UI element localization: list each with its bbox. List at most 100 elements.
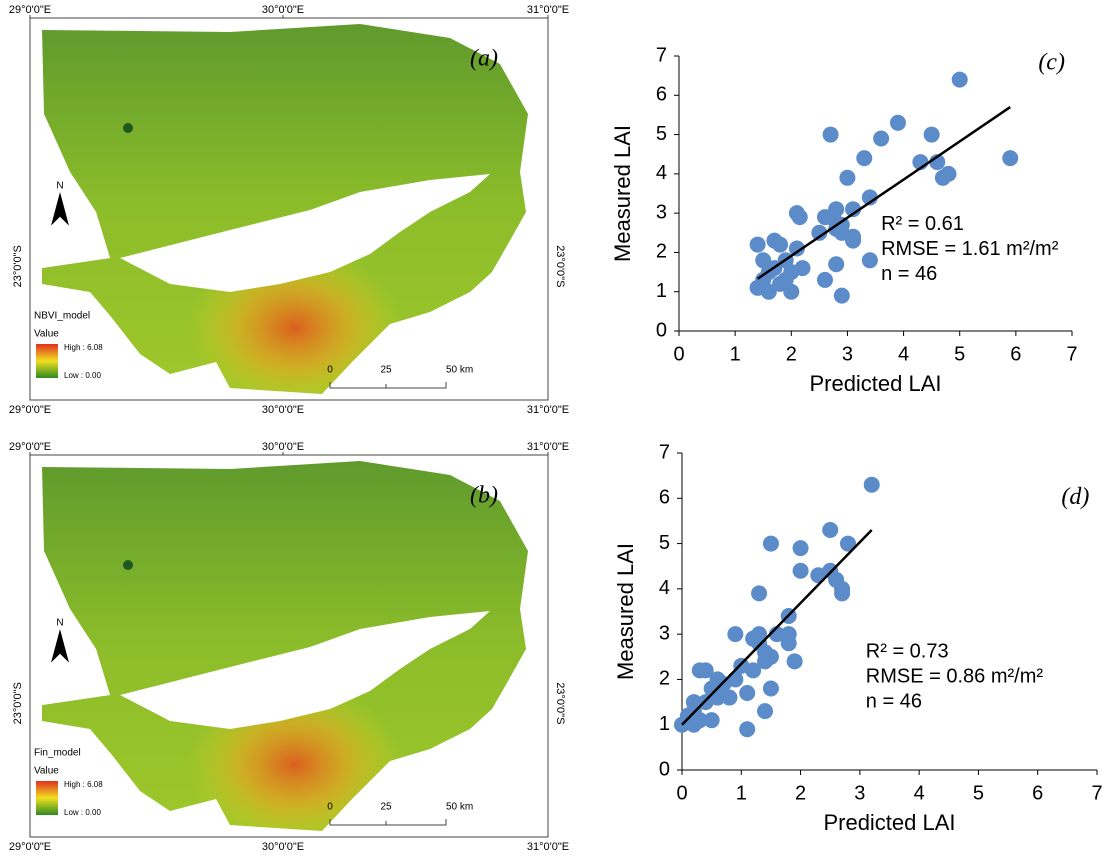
legend-ramp bbox=[36, 344, 58, 378]
point bbox=[811, 224, 828, 241]
point bbox=[757, 703, 773, 720]
north-arrow bbox=[51, 629, 69, 663]
point bbox=[792, 540, 809, 557]
annotation: RMSE = 0.86 m²/m² bbox=[866, 666, 1044, 688]
maps: 29°0'0"E 29°0'0"E 30°0'0"E 30°0'0"E 31°0'0"E… bbox=[9, 4, 569, 853]
north-arrow bbox=[51, 192, 69, 226]
point bbox=[833, 287, 850, 304]
y-tick-label: 3 bbox=[656, 201, 667, 223]
point bbox=[755, 271, 772, 288]
y-tick-label: 0 bbox=[656, 319, 667, 341]
lon-label: 29°0'0"E bbox=[9, 4, 51, 16]
point bbox=[822, 126, 839, 143]
x-tick-label: 4 bbox=[898, 343, 909, 365]
point bbox=[940, 165, 957, 182]
lat-label: 23°0'0"S bbox=[554, 682, 566, 724]
legend-value: Value bbox=[34, 766, 59, 777]
annotation: n = 46 bbox=[866, 691, 922, 713]
scale-label: 50 km bbox=[446, 365, 473, 376]
lon-label: 30°0'0"E bbox=[262, 441, 304, 453]
point bbox=[709, 689, 726, 706]
y-tick-label: 1 bbox=[659, 713, 670, 735]
y-axis-title: Measured LAI bbox=[613, 543, 638, 680]
point bbox=[791, 209, 808, 226]
x-tick-label: 1 bbox=[730, 343, 741, 365]
y-tick-label: 4 bbox=[659, 577, 670, 599]
point bbox=[889, 114, 906, 131]
point bbox=[873, 130, 890, 147]
x-tick-label: 5 bbox=[973, 782, 984, 804]
trendline bbox=[756, 106, 1011, 280]
point bbox=[721, 689, 738, 706]
point bbox=[749, 236, 766, 253]
lon-label: 31°0'0"E bbox=[527, 841, 569, 853]
point bbox=[834, 580, 851, 597]
legend-low: Low : 0.00 bbox=[64, 371, 101, 380]
x-tick-label: 6 bbox=[1032, 782, 1043, 804]
x-axis-title: Predicted LAI bbox=[823, 810, 955, 835]
point bbox=[777, 271, 794, 288]
x-tick-label: 3 bbox=[842, 343, 853, 365]
x-tick-label: 4 bbox=[914, 782, 925, 804]
panel-label: (c) bbox=[1038, 49, 1065, 75]
x-tick-label: 0 bbox=[676, 782, 687, 804]
legend-title: Fin_model bbox=[34, 748, 81, 759]
point bbox=[856, 150, 873, 167]
point bbox=[840, 535, 856, 552]
scatter-chart: 0 1 2 3 4 5 6 7 0 1 2 3 4 5 6 7 Predicted LAI Measured LA… bbox=[610, 44, 1078, 396]
x-tick-label: 3 bbox=[854, 782, 865, 804]
x-axis-title: Predicted LAI bbox=[809, 371, 941, 396]
point bbox=[762, 648, 779, 665]
x-tick-label: 1 bbox=[736, 782, 747, 804]
point bbox=[951, 71, 968, 88]
lon-label: 30°0'0"E bbox=[262, 841, 304, 853]
legend-title: NBVI_model bbox=[34, 311, 90, 322]
point bbox=[825, 207, 842, 224]
x-tick-label: 2 bbox=[786, 343, 797, 365]
point bbox=[839, 169, 856, 186]
scale-label: 25 bbox=[380, 365, 392, 376]
point bbox=[861, 252, 878, 269]
scale-label: 25 bbox=[380, 802, 392, 813]
y-tick-label: 7 bbox=[656, 44, 667, 66]
y-tick-label: 2 bbox=[659, 668, 670, 690]
point bbox=[792, 562, 809, 579]
point bbox=[733, 657, 750, 674]
point bbox=[703, 712, 720, 729]
charts: 0 1 2 3 4 5 6 7 0 1 2 3 4 5 6 7 Predicted LAI Measured LA… bbox=[610, 44, 1103, 835]
panel-label: (d) bbox=[1061, 484, 1089, 510]
y-tick-label: 7 bbox=[659, 441, 670, 463]
y-axis-title: Measured LAI bbox=[610, 125, 635, 262]
point bbox=[845, 201, 862, 218]
y-tick-label: 6 bbox=[656, 84, 667, 106]
legend-low: Low : 0.00 bbox=[64, 808, 101, 817]
point bbox=[845, 232, 862, 249]
x-tick-label: 2 bbox=[795, 782, 806, 804]
panel-label: (a) bbox=[470, 46, 498, 72]
north-label: N bbox=[56, 181, 63, 192]
lon-label: 30°0'0"E bbox=[262, 4, 304, 16]
y-tick-label: 2 bbox=[656, 241, 667, 263]
point bbox=[751, 635, 768, 652]
legend-high: High : 6.08 bbox=[64, 780, 103, 789]
point bbox=[697, 662, 714, 679]
y-tick-label: 5 bbox=[656, 123, 667, 145]
scale-bar bbox=[329, 382, 447, 389]
point bbox=[727, 626, 744, 643]
trendline bbox=[681, 529, 873, 726]
x-tick-label: 7 bbox=[1091, 782, 1102, 804]
annotation: n = 46 bbox=[881, 263, 937, 285]
lon-label: 29°0'0"E bbox=[9, 441, 51, 453]
y-tick-label: 4 bbox=[656, 162, 667, 184]
panel-label: (b) bbox=[470, 483, 498, 509]
y-tick-label: 3 bbox=[659, 622, 670, 644]
map-panel: 29°0'0"E 29°0'0"E 30°0'0"E 30°0'0"E 31°0'0"E… bbox=[9, 4, 569, 416]
y-tick-label: 1 bbox=[656, 280, 667, 302]
x-tick-label: 6 bbox=[1010, 343, 1021, 365]
annotation: R² = 0.73 bbox=[866, 641, 949, 663]
scale-label: 0 bbox=[327, 365, 333, 376]
point bbox=[794, 260, 811, 277]
point bbox=[762, 535, 779, 552]
lat-label: 23°0'0"S bbox=[554, 245, 566, 287]
